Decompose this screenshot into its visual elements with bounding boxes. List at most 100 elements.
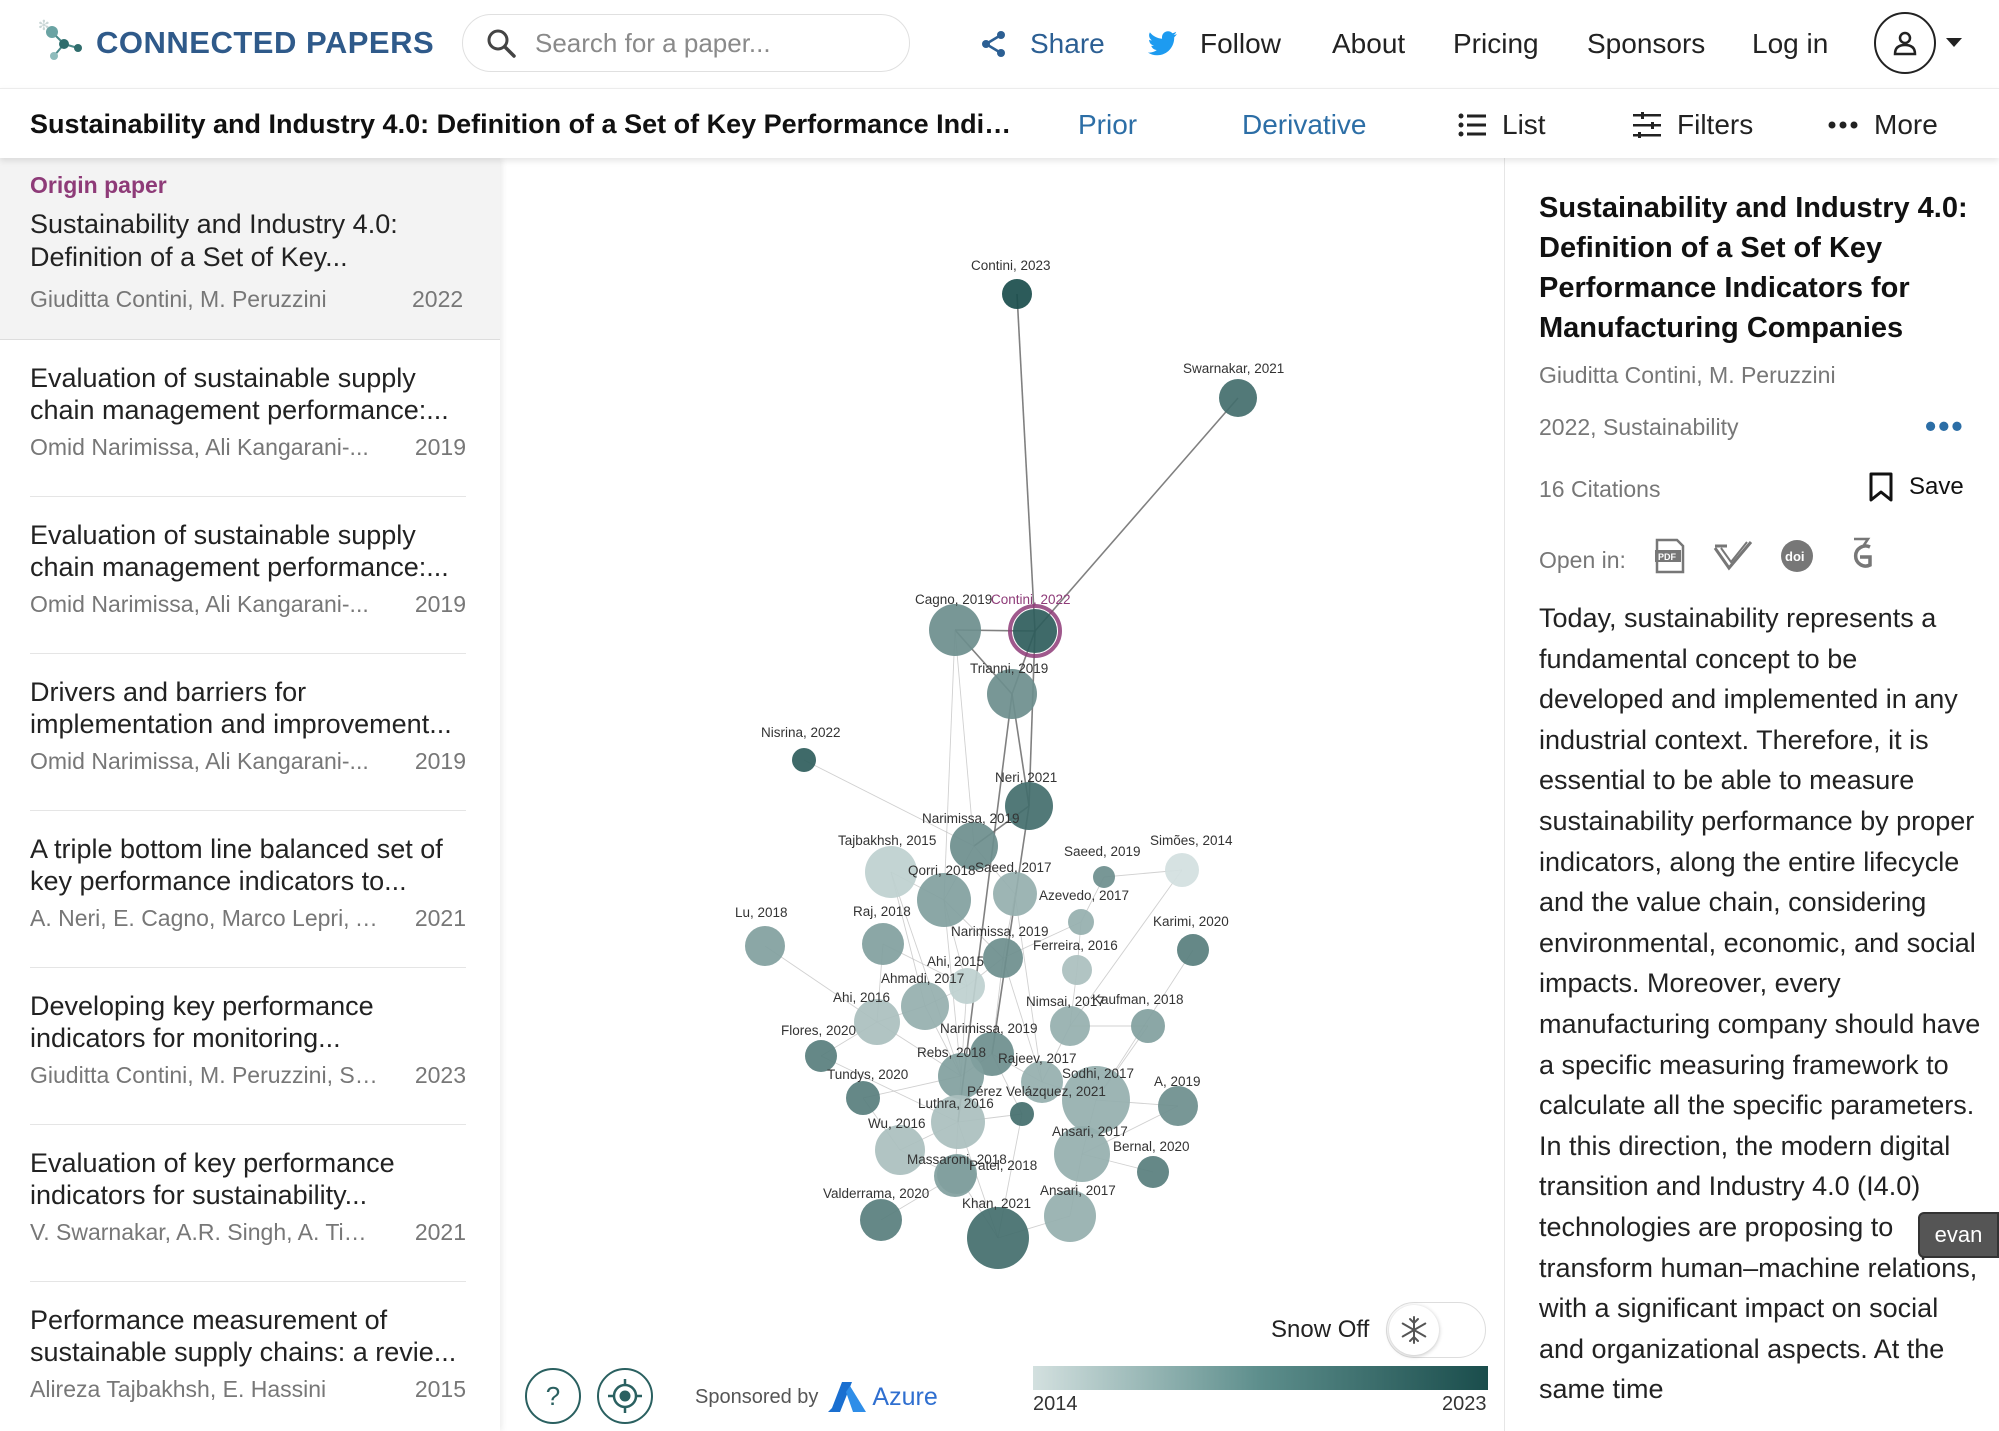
paper-authors: Giuditta Contini, M. Peruzzini, S.... <box>30 1062 380 1088</box>
sponsor-credit[interactable]: Sponsored by Azure <box>695 1382 938 1412</box>
list-item[interactable]: Evaluation of sustainable supply chain m… <box>30 340 466 497</box>
paper-node[interactable] <box>1093 866 1115 888</box>
svg-text:doi: doi <box>1785 549 1805 564</box>
paper-node[interactable] <box>967 1207 1029 1269</box>
origin-paper-node[interactable] <box>1013 609 1057 653</box>
list-item[interactable]: Performance measurement of sustainable s… <box>30 1282 466 1431</box>
doi-icon[interactable]: doi <box>1775 534 1819 578</box>
search-box[interactable] <box>462 14 910 72</box>
list-button[interactable]: List <box>1458 109 1546 141</box>
chevron-down-icon[interactable] <box>1946 38 1962 47</box>
paper-node[interactable] <box>1002 279 1032 309</box>
paper-node[interactable] <box>901 982 949 1030</box>
search-input[interactable] <box>535 27 865 59</box>
list-item[interactable]: Evaluation of sustainable supply chain m… <box>30 497 466 654</box>
derivative-works-button[interactable]: Derivative <box>1242 109 1367 140</box>
paper-node[interactable] <box>937 1154 977 1194</box>
graph-nodes <box>745 279 1257 1269</box>
node-label: Khan, 2021 <box>962 1196 1031 1211</box>
azure-logo-icon <box>828 1382 867 1412</box>
paper-node[interactable] <box>949 968 985 1004</box>
node-label: Patel, 2018 <box>969 1158 1037 1173</box>
pricing-link[interactable]: Pricing <box>1453 28 1539 59</box>
paper-node[interactable] <box>792 748 816 772</box>
node-label: Narimissa, 2019 <box>940 1021 1038 1036</box>
about-link[interactable]: About <box>1332 28 1406 59</box>
prior-works-button[interactable]: Prior <box>1078 109 1138 140</box>
paper-node[interactable] <box>875 1125 925 1175</box>
paper-node[interactable] <box>931 1095 985 1149</box>
paper-node[interactable] <box>1158 1086 1198 1126</box>
follow-button[interactable]: Follow <box>1148 24 1281 64</box>
logo[interactable]: ✻ CONNECTED PAPERS <box>34 18 434 68</box>
list-item[interactable]: A triple bottom line balanced set of key… <box>30 811 466 968</box>
node-label: Ansari, 2017 <box>1040 1183 1116 1198</box>
paper-node[interactable] <box>987 669 1037 719</box>
graph-edge <box>1034 397 1239 632</box>
paper-node[interactable] <box>1177 934 1209 966</box>
paper-node[interactable] <box>993 872 1037 916</box>
list-item[interactable]: Developing key performance indicators fo… <box>30 968 466 1125</box>
sponsors-link[interactable]: Sponsors <box>1587 28 1706 59</box>
paper-node[interactable] <box>917 873 971 927</box>
filters-button[interactable]: Filters <box>1633 109 1753 141</box>
help-label: ? <box>545 1380 561 1411</box>
more-button[interactable]: More <box>1828 109 1938 141</box>
graph-canvas[interactable]: Contini, 2023 Swarnakar, 2021 Cagno, 2019 C… <box>500 158 1504 1431</box>
share-button[interactable]: Share <box>980 24 1105 64</box>
paper-node[interactable] <box>1062 1066 1130 1134</box>
paper-node[interactable] <box>860 1199 902 1241</box>
paper-node[interactable] <box>854 999 900 1045</box>
account-button[interactable] <box>1874 12 1936 74</box>
paper-node[interactable] <box>1044 1190 1096 1242</box>
recenter-button[interactable] <box>597 1368 653 1424</box>
save-button[interactable]: Save <box>1869 472 1964 502</box>
google-scholar-icon[interactable] <box>1839 534 1883 578</box>
node-label: Ahi, 2015 <box>927 954 984 969</box>
paper-node[interactable] <box>1165 853 1199 887</box>
paper-node[interactable] <box>862 923 904 965</box>
origin-node-highlight <box>1008 604 1062 658</box>
pdf-icon[interactable]: PDF <box>1647 534 1691 578</box>
semantic-scholar-icon[interactable] <box>1711 534 1755 578</box>
share-icon <box>982 31 1005 57</box>
node-label: Tajbakhsh, 2015 <box>838 833 936 848</box>
paper-node[interactable] <box>929 604 981 656</box>
graph-edge <box>1016 293 1036 632</box>
paper-node[interactable] <box>1021 1061 1063 1103</box>
paper-node[interactable] <box>1054 1126 1110 1182</box>
paper-node[interactable] <box>1010 1102 1034 1126</box>
paper-node[interactable] <box>1068 909 1094 935</box>
login-link[interactable]: Log in <box>1752 28 1829 59</box>
paper-node[interactable] <box>846 1081 880 1115</box>
citation-graph[interactable]: Contini, 2023 Swarnakar, 2021 Cagno, 2019C… <box>500 158 1504 1431</box>
snow-toggle[interactable] <box>1386 1302 1486 1358</box>
origin-paper-item[interactable]: Origin paper Sustainability and Industry… <box>0 158 500 340</box>
list-item[interactable]: Drivers and barriers for implementation … <box>30 654 466 811</box>
paper-node[interactable] <box>1062 955 1092 985</box>
detail-authors: Giuditta Contini, M. Peruzzini <box>1539 362 1836 388</box>
paper-node[interactable] <box>950 822 998 870</box>
paper-node[interactable] <box>983 938 1023 978</box>
detail-more-button[interactable]: ••• <box>1925 408 1965 444</box>
paper-node[interactable] <box>938 1053 984 1099</box>
origin-paper-authors: Giuditta Contini, M. Peruzzini <box>30 286 327 312</box>
help-button[interactable]: ? <box>525 1368 581 1424</box>
list-item[interactable]: Evaluation of key performance indicators… <box>30 1125 466 1282</box>
paper-node[interactable] <box>745 926 785 966</box>
share-label: Share <box>1030 28 1105 59</box>
paper-node[interactable] <box>1050 1006 1090 1046</box>
node-label: Ansari, 2017 <box>1052 1124 1128 1139</box>
paper-node[interactable] <box>805 1040 837 1072</box>
paper-node[interactable] <box>1219 379 1257 417</box>
paper-node[interactable] <box>1005 782 1053 830</box>
graph-edge <box>957 693 1013 1123</box>
more-label: More <box>1874 109 1938 140</box>
origin-paper-title: Sustainability and Industry 4.0: Definit… <box>30 209 398 272</box>
graph-edge <box>890 871 962 1077</box>
paper-node[interactable] <box>1131 1009 1165 1043</box>
paper-year: 2021 <box>414 905 466 931</box>
detail-title[interactable]: Sustainability and Industry 4.0: Definit… <box>1539 192 1968 344</box>
paper-node[interactable] <box>865 846 917 898</box>
paper-node[interactable] <box>1137 1156 1169 1188</box>
